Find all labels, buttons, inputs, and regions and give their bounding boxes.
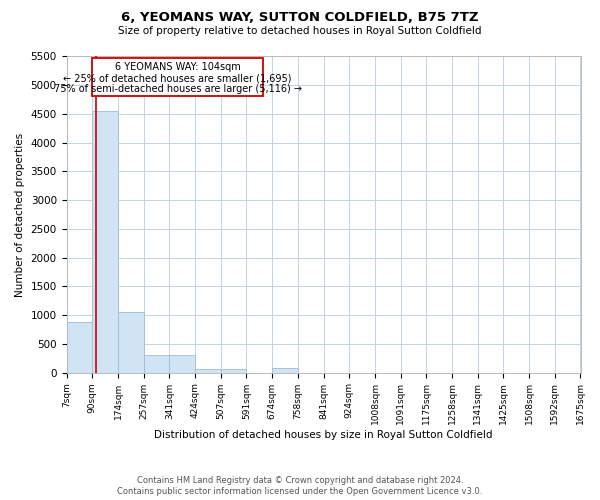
Bar [169,355,195,372]
Bar [67,322,92,372]
Text: 75% of semi-detached houses are larger (5,116) →: 75% of semi-detached houses are larger (… [53,84,302,94]
Text: ← 25% of detached houses are smaller (1,695): ← 25% of detached houses are smaller (1,… [64,73,292,83]
Text: 6, YEOMANS WAY, SUTTON COLDFIELD, B75 7TZ: 6, YEOMANS WAY, SUTTON COLDFIELD, B75 7T… [121,11,479,24]
Bar [92,110,118,372]
Y-axis label: Number of detached properties: Number of detached properties [15,132,25,296]
X-axis label: Distribution of detached houses by size in Royal Sutton Coldfield: Distribution of detached houses by size … [154,430,493,440]
Bar [272,368,298,372]
Bar [195,369,221,372]
Bar [143,355,169,372]
Text: Contains public sector information licensed under the Open Government Licence v3: Contains public sector information licen… [118,487,482,496]
Bar [118,312,143,372]
Text: Contains HM Land Registry data © Crown copyright and database right 2024.: Contains HM Land Registry data © Crown c… [137,476,463,485]
Bar [221,369,247,372]
Text: 6 YEOMANS WAY: 104sqm: 6 YEOMANS WAY: 104sqm [115,62,241,72]
Bar [92,58,263,96]
Text: Size of property relative to detached houses in Royal Sutton Coldfield: Size of property relative to detached ho… [118,26,482,36]
